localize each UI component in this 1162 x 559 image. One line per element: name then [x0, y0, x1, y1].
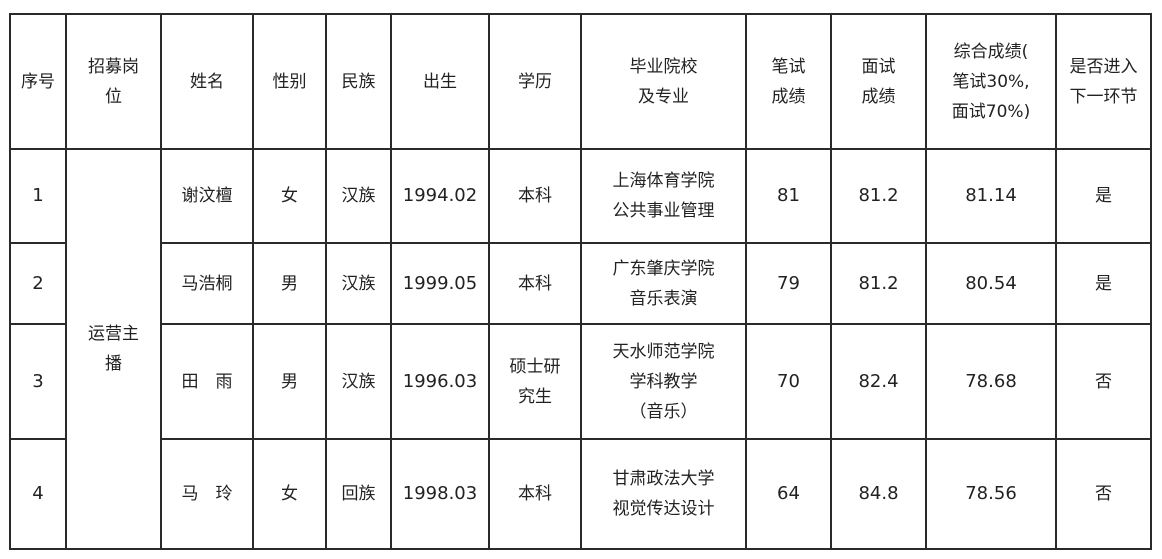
header-total: 综合成绩( 笔试30%, 面试70%) [925, 13, 1057, 150]
cell-written: 64 [745, 438, 832, 550]
header-row: 序号 招募岗 位 姓名 性别 民族 出生 学历 毕业院校 及专业 笔试 成绩 面… [9, 13, 1152, 150]
table-row: 2 马浩桐 男 汉族 1999.05 本科 广东肇庆学院 音乐表演 79 81.… [9, 242, 1152, 325]
cell-written: 70 [745, 323, 832, 440]
cell-school: 广东肇庆学院 音乐表演 [580, 242, 747, 325]
cell-birth: 1999.05 [390, 242, 490, 325]
cell-education: 硕士研 究生 [488, 323, 582, 440]
cell-advance: 否 [1055, 323, 1152, 440]
cell-advance: 是 [1055, 242, 1152, 325]
cell-birth: 1994.02 [390, 148, 490, 244]
cell-ethnicity: 汉族 [325, 148, 392, 244]
header-written: 笔试 成绩 [745, 13, 832, 150]
cell-no: 2 [9, 242, 67, 325]
cell-birth: 1998.03 [390, 438, 490, 550]
header-name: 姓名 [160, 13, 254, 150]
cell-no: 3 [9, 323, 67, 440]
header-interview: 面试 成绩 [830, 13, 927, 150]
table-row: 1 运营主 播 谢汶檀 女 汉族 1994.02 本科 上海体育学院 公共事业管… [9, 148, 1152, 550]
cell-school: 上海体育学院 公共事业管理 [580, 148, 747, 244]
cell-interview: 82.4 [830, 323, 927, 440]
cell-education: 本科 [488, 242, 582, 325]
cell-total: 78.68 [925, 323, 1057, 440]
cell-interview: 81.2 [830, 242, 927, 325]
cell-gender: 男 [252, 323, 327, 440]
cell-advance: 否 [1055, 438, 1152, 550]
cell-interview: 81.2 [830, 148, 927, 244]
header-birth: 出生 [390, 13, 490, 150]
cell-total: 80.54 [925, 242, 1057, 325]
cell-school: 天水师范学院 学科教学 （音乐） [580, 323, 747, 440]
table-row: 4 马 玲 女 回族 1998.03 本科 甘肃政法大学 视觉传达设计 64 8… [9, 438, 1152, 550]
cell-name: 谢汶檀 [160, 148, 254, 244]
results-table: 序号 招募岗 位 姓名 性别 民族 出生 学历 毕业院校 及专业 笔试 成绩 面… [9, 13, 1152, 550]
header-education: 学历 [488, 13, 582, 150]
cell-name: 马浩桐 [160, 242, 254, 325]
cell-advance: 是 [1055, 148, 1152, 244]
cell-total: 78.56 [925, 438, 1057, 550]
cell-position: 运营主 播 [65, 148, 162, 550]
cell-education: 本科 [488, 148, 582, 244]
cell-ethnicity: 回族 [325, 438, 392, 550]
cell-name: 田 雨 [160, 323, 254, 440]
cell-gender: 女 [252, 148, 327, 244]
header-no: 序号 [9, 13, 67, 150]
cell-interview: 84.8 [830, 438, 927, 550]
cell-education: 本科 [488, 438, 582, 550]
cell-name: 马 玲 [160, 438, 254, 550]
cell-ethnicity: 汉族 [325, 242, 392, 325]
cell-gender: 男 [252, 242, 327, 325]
cell-gender: 女 [252, 438, 327, 550]
header-position: 招募岗 位 [65, 13, 162, 150]
header-advance: 是否进入 下一环节 [1055, 13, 1152, 150]
cell-written: 79 [745, 242, 832, 325]
cell-birth: 1996.03 [390, 323, 490, 440]
table-row: 3 田 雨 男 汉族 1996.03 硕士研 究生 天水师范学院 学科教学 （音… [9, 323, 1152, 440]
cell-written: 81 [745, 148, 832, 244]
cell-total: 81.14 [925, 148, 1057, 244]
header-gender: 性别 [252, 13, 327, 150]
cell-no: 1 [9, 148, 67, 244]
cell-no: 4 [9, 438, 67, 550]
header-ethnicity: 民族 [325, 13, 392, 150]
cell-school: 甘肃政法大学 视觉传达设计 [580, 438, 747, 550]
header-school: 毕业院校 及专业 [580, 13, 747, 150]
cell-ethnicity: 汉族 [325, 323, 392, 440]
